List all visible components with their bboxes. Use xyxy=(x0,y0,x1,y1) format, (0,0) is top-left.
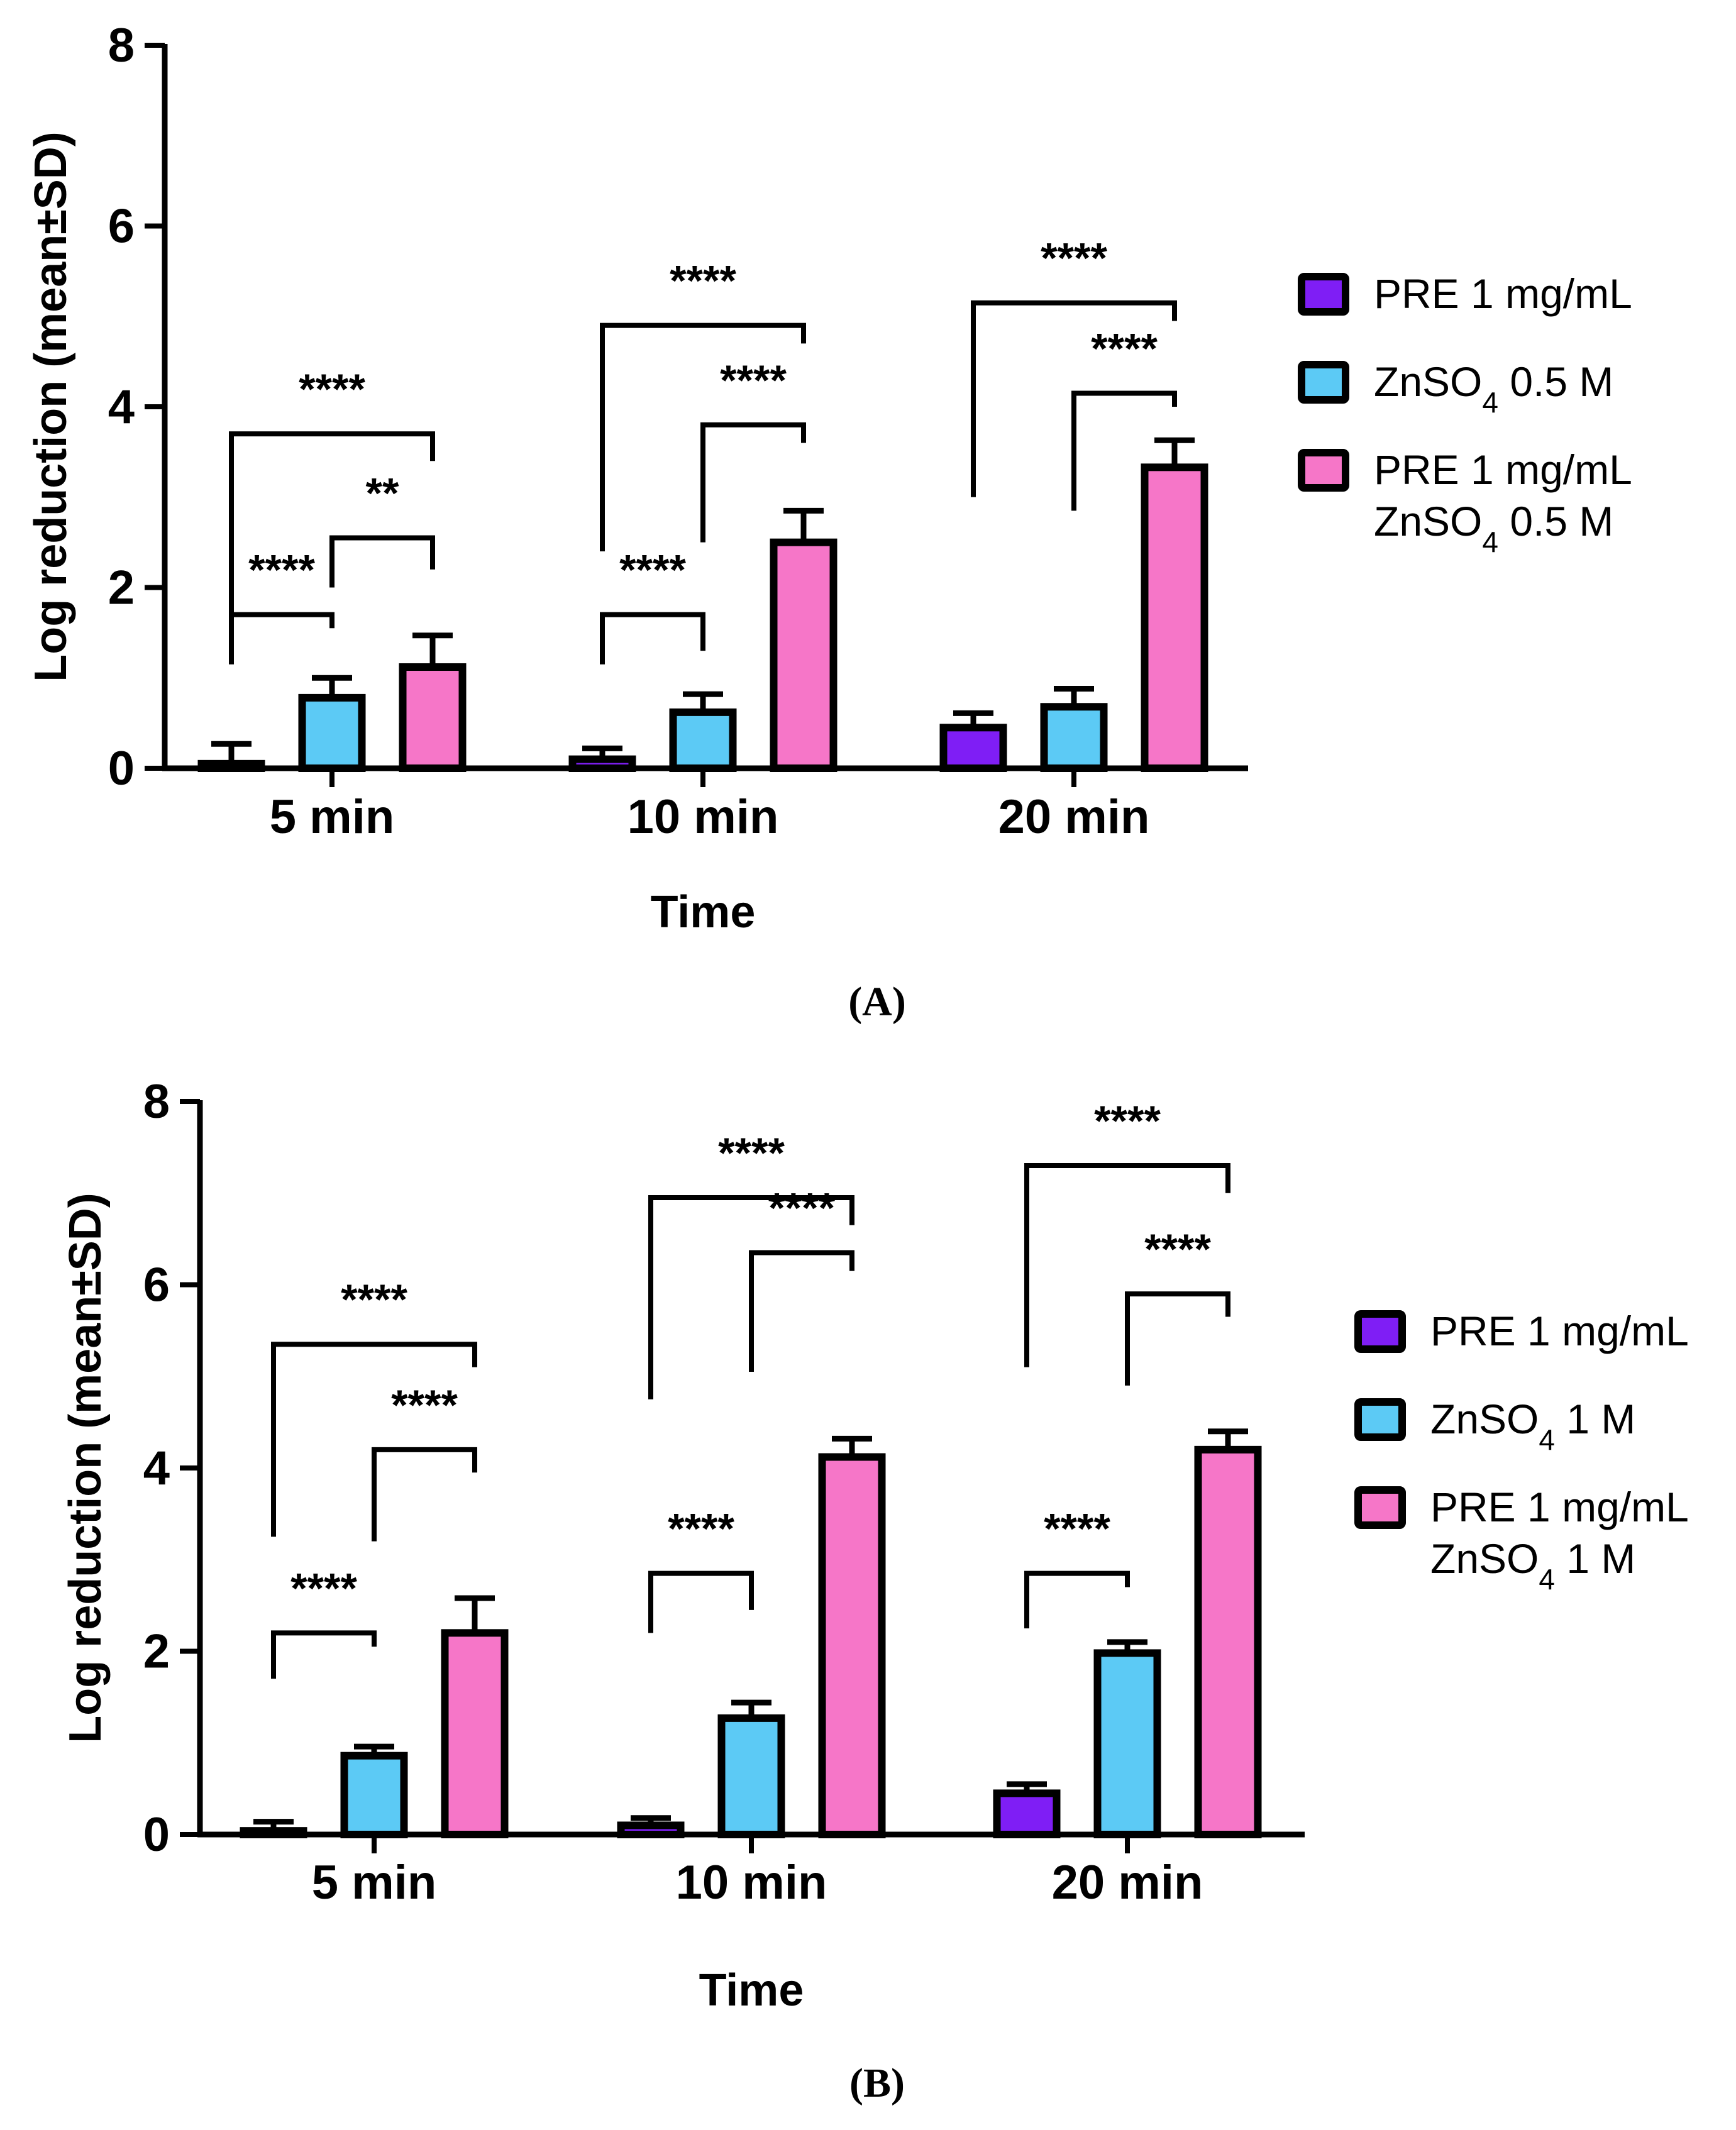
bar xyxy=(617,1821,685,1839)
bar xyxy=(818,1453,886,1838)
x-tick-label: 10 min xyxy=(628,790,779,844)
y-tick-label: 8 xyxy=(143,1075,170,1128)
significance-bracket xyxy=(1024,1570,1130,1629)
legend-swatch xyxy=(1298,273,1349,316)
bar xyxy=(568,755,636,772)
significance-bracket xyxy=(700,422,806,543)
legend-label-line2: ZnSO4 0.5 M xyxy=(1374,498,1613,558)
bar xyxy=(993,1789,1061,1839)
legend-label: ZnSO4 0.5 M xyxy=(1374,358,1613,419)
x-tick-label: 20 min xyxy=(1052,1856,1203,1909)
significance-label: **** xyxy=(248,546,315,594)
bar xyxy=(399,663,467,772)
y-tick-label: 6 xyxy=(143,1259,170,1312)
significance-bracket xyxy=(749,1250,854,1372)
significance-bracket xyxy=(648,1195,854,1399)
y-axis-title: Log reduction (mean±SD) xyxy=(26,131,76,682)
significance-label: **** xyxy=(768,1184,835,1232)
significance-label: **** xyxy=(1041,235,1107,282)
bar xyxy=(441,1629,509,1839)
y-tick-label: 6 xyxy=(108,200,135,253)
chart-panel-a: 0 2 4 6 8 Log reduction (mean±SD) 5 min 10 min 2… xyxy=(26,19,1632,1025)
significance-bracket xyxy=(971,300,1177,497)
significance-bracket xyxy=(1125,1291,1230,1386)
significance-label: **** xyxy=(1144,1225,1211,1273)
significance-bracket xyxy=(1071,390,1177,511)
significance-label: **** xyxy=(341,1276,407,1323)
bar xyxy=(340,1752,408,1839)
significance-bracket xyxy=(372,1447,477,1542)
significance-label: **** xyxy=(391,1381,458,1429)
significance-label: **** xyxy=(1094,1097,1161,1145)
significance-bracket xyxy=(229,612,334,665)
x-tick-label: 5 min xyxy=(312,1856,437,1909)
chart-panel-b: 0 2 4 6 8 Log reduction (mean±SD) 5 min 10 min 2… xyxy=(60,1075,1689,2106)
bar xyxy=(240,1827,307,1838)
y-tick-label: 4 xyxy=(143,1442,170,1495)
legend-label: PRE 1 mg/mL xyxy=(1374,446,1632,493)
significance-label: **** xyxy=(619,546,686,594)
significance-label: ** xyxy=(366,469,399,517)
legend-swatch xyxy=(1298,449,1349,492)
bar xyxy=(197,759,265,772)
bar xyxy=(1093,1649,1161,1839)
significance-label: **** xyxy=(718,1129,785,1177)
panel-caption: (A) xyxy=(848,979,906,1025)
significance-bracket xyxy=(648,1570,754,1633)
significance-bracket xyxy=(1024,1163,1230,1367)
y-axis-title: Log reduction (mean±SD) xyxy=(60,1193,111,1743)
y-tick-label: 8 xyxy=(108,19,135,72)
legend-label-line2: ZnSO4 1 M xyxy=(1430,1535,1635,1596)
legend-label: PRE 1 mg/mL xyxy=(1430,1308,1689,1354)
legend-label: ZnSO4 1 M xyxy=(1430,1396,1635,1456)
x-axis-title: Time xyxy=(651,887,756,937)
bar xyxy=(1194,1445,1262,1839)
legend-label: PRE 1 mg/mL xyxy=(1374,270,1632,317)
significance-bracket xyxy=(329,535,435,588)
y-tick-label: 2 xyxy=(143,1625,170,1679)
bar xyxy=(669,708,737,772)
significance-bracket xyxy=(271,1342,477,1537)
significance-bracket xyxy=(229,431,435,642)
significance-label: **** xyxy=(720,356,787,404)
significance-label: **** xyxy=(290,1564,357,1612)
bar xyxy=(1141,463,1208,772)
x-tick-label: 5 min xyxy=(270,790,395,844)
y-tick-label: 0 xyxy=(143,1808,170,1862)
x-tick-label: 20 min xyxy=(998,790,1150,844)
legend-label: PRE 1 mg/mL xyxy=(1430,1484,1689,1530)
panel-caption: (B) xyxy=(849,2060,905,2106)
bar xyxy=(1040,703,1108,772)
bar xyxy=(770,538,838,772)
y-tick-label: 2 xyxy=(108,561,135,615)
x-tick-label: 10 min xyxy=(676,1856,827,1909)
x-axis-title: Time xyxy=(699,1965,804,2016)
significance-bracket xyxy=(600,323,806,551)
significance-bracket xyxy=(271,1630,377,1679)
legend-swatch xyxy=(1354,1486,1406,1529)
significance-bracket xyxy=(600,612,705,665)
bar xyxy=(298,693,366,772)
y-tick-label: 4 xyxy=(108,380,135,434)
y-tick-label: 0 xyxy=(108,742,135,795)
significance-label: **** xyxy=(1091,324,1158,372)
significance-label: **** xyxy=(670,257,736,305)
significance-label: **** xyxy=(299,365,365,413)
bar xyxy=(939,724,1007,772)
legend-swatch xyxy=(1298,361,1349,404)
legend-swatch xyxy=(1354,1310,1406,1353)
significance-label: **** xyxy=(668,1505,734,1553)
bar xyxy=(717,1714,785,1838)
legend-swatch xyxy=(1354,1398,1406,1441)
significance-label: **** xyxy=(1044,1505,1110,1553)
